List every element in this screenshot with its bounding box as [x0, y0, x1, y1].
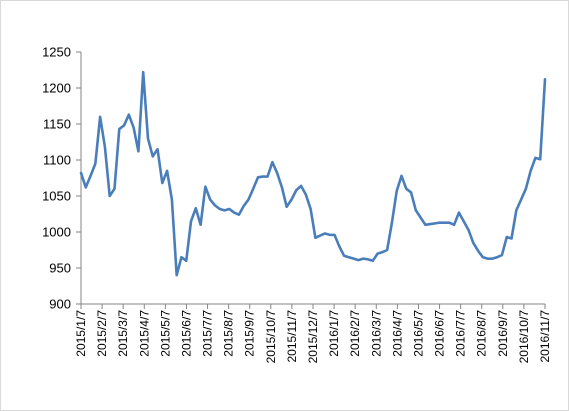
series-group	[79, 70, 547, 277]
x-tick-label: 2016/11/7	[538, 310, 552, 363]
x-tick-label: 2015/6/7	[179, 310, 193, 357]
x-tick-label: 2015/7/7	[201, 310, 215, 357]
x-tick-label: 2016/1/7	[327, 310, 341, 357]
x-tick-label: 2016/8/7	[475, 310, 489, 357]
x-tick-label: 2015/1/7	[74, 310, 88, 357]
x-tick-label: 2016/3/7	[369, 310, 383, 357]
y-tick-label: 1150	[43, 117, 71, 132]
x-tick-label: 2016/4/7	[390, 310, 404, 357]
x-tick-label: 2015/8/7	[222, 310, 236, 357]
y-tick-label: 1100	[43, 153, 71, 168]
x-tick-label: 2015/12/7	[306, 310, 320, 364]
x-tick-label: 2016/7/7	[454, 310, 468, 357]
y-tick-label: 1200	[42, 81, 71, 96]
x-tick-label: 2016/9/7	[496, 310, 510, 357]
x-tick-label: 2016/10/7	[517, 310, 531, 364]
y-axis-ticks: 900 950 1000 1050 1100 1150 1200 1250	[42, 45, 81, 312]
x-tick-label: 2016/2/7	[348, 310, 362, 357]
x-tick-label: 2016/5/7	[411, 310, 425, 357]
y-tick-label: 1050	[42, 189, 71, 204]
y-tick-label: 900	[49, 297, 71, 312]
x-axis-ticks: 2015/1/7 2015/2/7 2015/3/7 2015/4/7 2015/5/7…	[74, 304, 552, 363]
y-tick-label: 1000	[42, 225, 71, 240]
x-tick-label: 2015/3/7	[116, 310, 130, 357]
x-tick-label: 2015/9/7	[243, 310, 257, 357]
x-tick-label: 2015/11/7	[285, 310, 299, 363]
y-tick-label: 1250	[42, 45, 71, 60]
x-tick-label: 2015/5/7	[158, 310, 172, 357]
series-line	[79, 70, 547, 277]
x-tick-label: 2016/6/7	[433, 310, 447, 357]
y-tick-label: 950	[49, 261, 71, 276]
x-tick-label: 2015/10/7	[264, 310, 278, 364]
x-tick-label: 2015/4/7	[137, 310, 151, 357]
x-tick-label: 2015/2/7	[95, 310, 109, 357]
axes	[80, 52, 545, 305]
